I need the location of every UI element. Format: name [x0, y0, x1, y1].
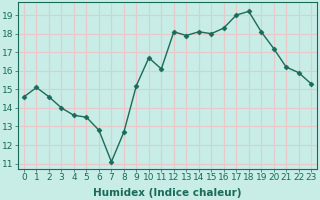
X-axis label: Humidex (Indice chaleur): Humidex (Indice chaleur): [93, 188, 242, 198]
